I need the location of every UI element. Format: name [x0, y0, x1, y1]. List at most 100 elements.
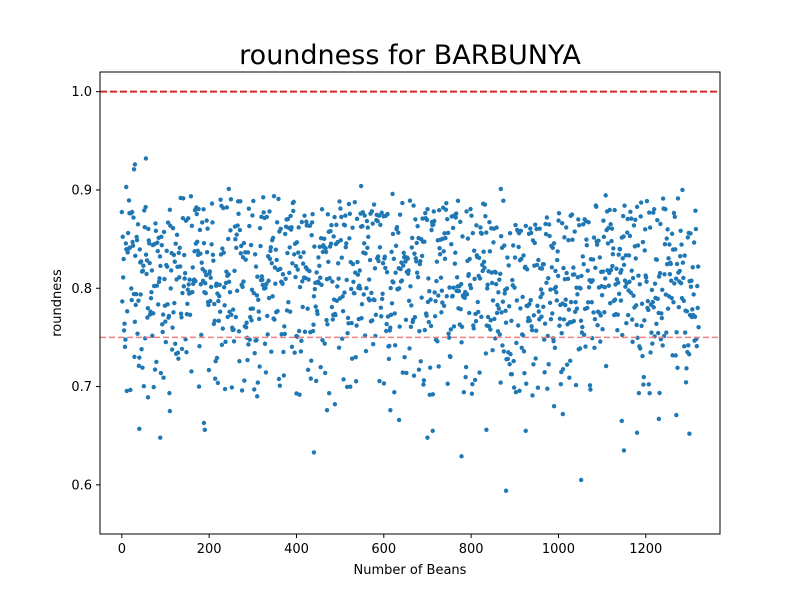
- scatter-point: [627, 279, 632, 284]
- scatter-point: [372, 266, 378, 271]
- scatter-point: [143, 252, 149, 257]
- scatter-point: [165, 302, 170, 307]
- scatter-point: [255, 380, 261, 385]
- scatter-point: [549, 265, 555, 270]
- scatter-point: [596, 238, 601, 243]
- scatter-point: [360, 223, 365, 229]
- scatter-point: [590, 257, 596, 262]
- scatter-point: [306, 277, 311, 282]
- scatter-point: [417, 328, 422, 334]
- scatter-point: [690, 307, 695, 312]
- scatter-point: [454, 211, 459, 216]
- scatter-point: [493, 282, 499, 287]
- scatter-point: [392, 343, 398, 348]
- scatter-point: [155, 248, 160, 254]
- scatter-point: [568, 358, 573, 364]
- scatter-point: [491, 240, 496, 245]
- scatter-point: [285, 250, 290, 256]
- scatter-point: [216, 318, 221, 324]
- scatter-point: [602, 284, 607, 290]
- scatter-point: [400, 370, 406, 375]
- scatter-point: [384, 321, 389, 327]
- scatter-point: [187, 312, 193, 318]
- y-tick-label: 0.7: [71, 380, 92, 395]
- scatter-point: [240, 284, 245, 290]
- scatter-point: [287, 245, 292, 250]
- scatter-point: [266, 295, 272, 301]
- scatter-point: [695, 264, 701, 269]
- scatter-point: [388, 325, 393, 330]
- scatter-point: [422, 327, 427, 333]
- scatter-point: [588, 387, 593, 392]
- scatter-point: [176, 356, 181, 361]
- scatter-point: [353, 379, 359, 384]
- scatter-point: [523, 428, 528, 433]
- scatter-point: [220, 246, 225, 251]
- scatter-point: [462, 295, 467, 301]
- scatter-point: [132, 354, 137, 360]
- scatter-point: [573, 299, 578, 305]
- scatter-point: [296, 250, 301, 255]
- scatter-point: [160, 322, 165, 327]
- scatter-point: [148, 296, 154, 301]
- scatter-point: [521, 253, 526, 258]
- scatter-point: [170, 225, 176, 231]
- scatter-point: [411, 373, 417, 378]
- scatter-point: [307, 268, 312, 274]
- scatter-point: [519, 256, 524, 262]
- scatter-point: [511, 243, 516, 248]
- x-tick-label: 0: [118, 542, 126, 557]
- scatter-point: [248, 242, 254, 248]
- scatter-point: [678, 280, 684, 286]
- scatter-point: [391, 256, 397, 262]
- scatter-point: [383, 265, 388, 271]
- scatter-point: [607, 300, 613, 306]
- scatter-point: [367, 298, 372, 303]
- scatter-point: [313, 378, 319, 384]
- scatter-point: [439, 310, 444, 315]
- scatter-point: [349, 320, 354, 326]
- scatter-point: [412, 315, 418, 320]
- scatter-point: [561, 265, 566, 271]
- scatter-point: [674, 412, 679, 418]
- scatter-point: [382, 254, 388, 259]
- scatter-point: [209, 242, 214, 247]
- scatter-point: [406, 298, 412, 303]
- scatter-point: [210, 252, 216, 258]
- scatter-point: [275, 308, 280, 314]
- scatter-point: [270, 294, 275, 299]
- scatter-point: [140, 268, 146, 273]
- scatter-point: [450, 293, 455, 299]
- scatter-point: [246, 342, 251, 347]
- scatter-point: [608, 222, 613, 227]
- scatter-point: [538, 287, 544, 292]
- scatter-point: [379, 296, 385, 302]
- scatter-point: [322, 236, 327, 242]
- scatter-point: [332, 402, 338, 407]
- scatter-point: [598, 339, 603, 344]
- scatter-point: [622, 203, 627, 208]
- scatter-point: [305, 306, 310, 311]
- scatter-point: [471, 248, 477, 253]
- scatter-point: [500, 299, 506, 304]
- scatter-point: [258, 243, 263, 249]
- scatter-point: [681, 298, 686, 304]
- scatter-point: [280, 272, 286, 277]
- scatter-point: [182, 276, 187, 281]
- scatter-point: [682, 253, 687, 258]
- scatter-point: [296, 225, 301, 230]
- scatter-point: [144, 271, 149, 277]
- scatter-point: [433, 298, 438, 304]
- scatter-point: [164, 248, 169, 254]
- scatter-point: [527, 318, 533, 323]
- scatter-point: [490, 347, 495, 353]
- scatter-point: [158, 263, 163, 269]
- scatter-point: [333, 312, 338, 318]
- scatter-point: [171, 310, 176, 315]
- scatter-point: [665, 227, 670, 232]
- scatter-point: [309, 232, 314, 238]
- scatter-point: [479, 231, 484, 236]
- scatter-point: [623, 253, 629, 258]
- scatter-point: [669, 278, 674, 283]
